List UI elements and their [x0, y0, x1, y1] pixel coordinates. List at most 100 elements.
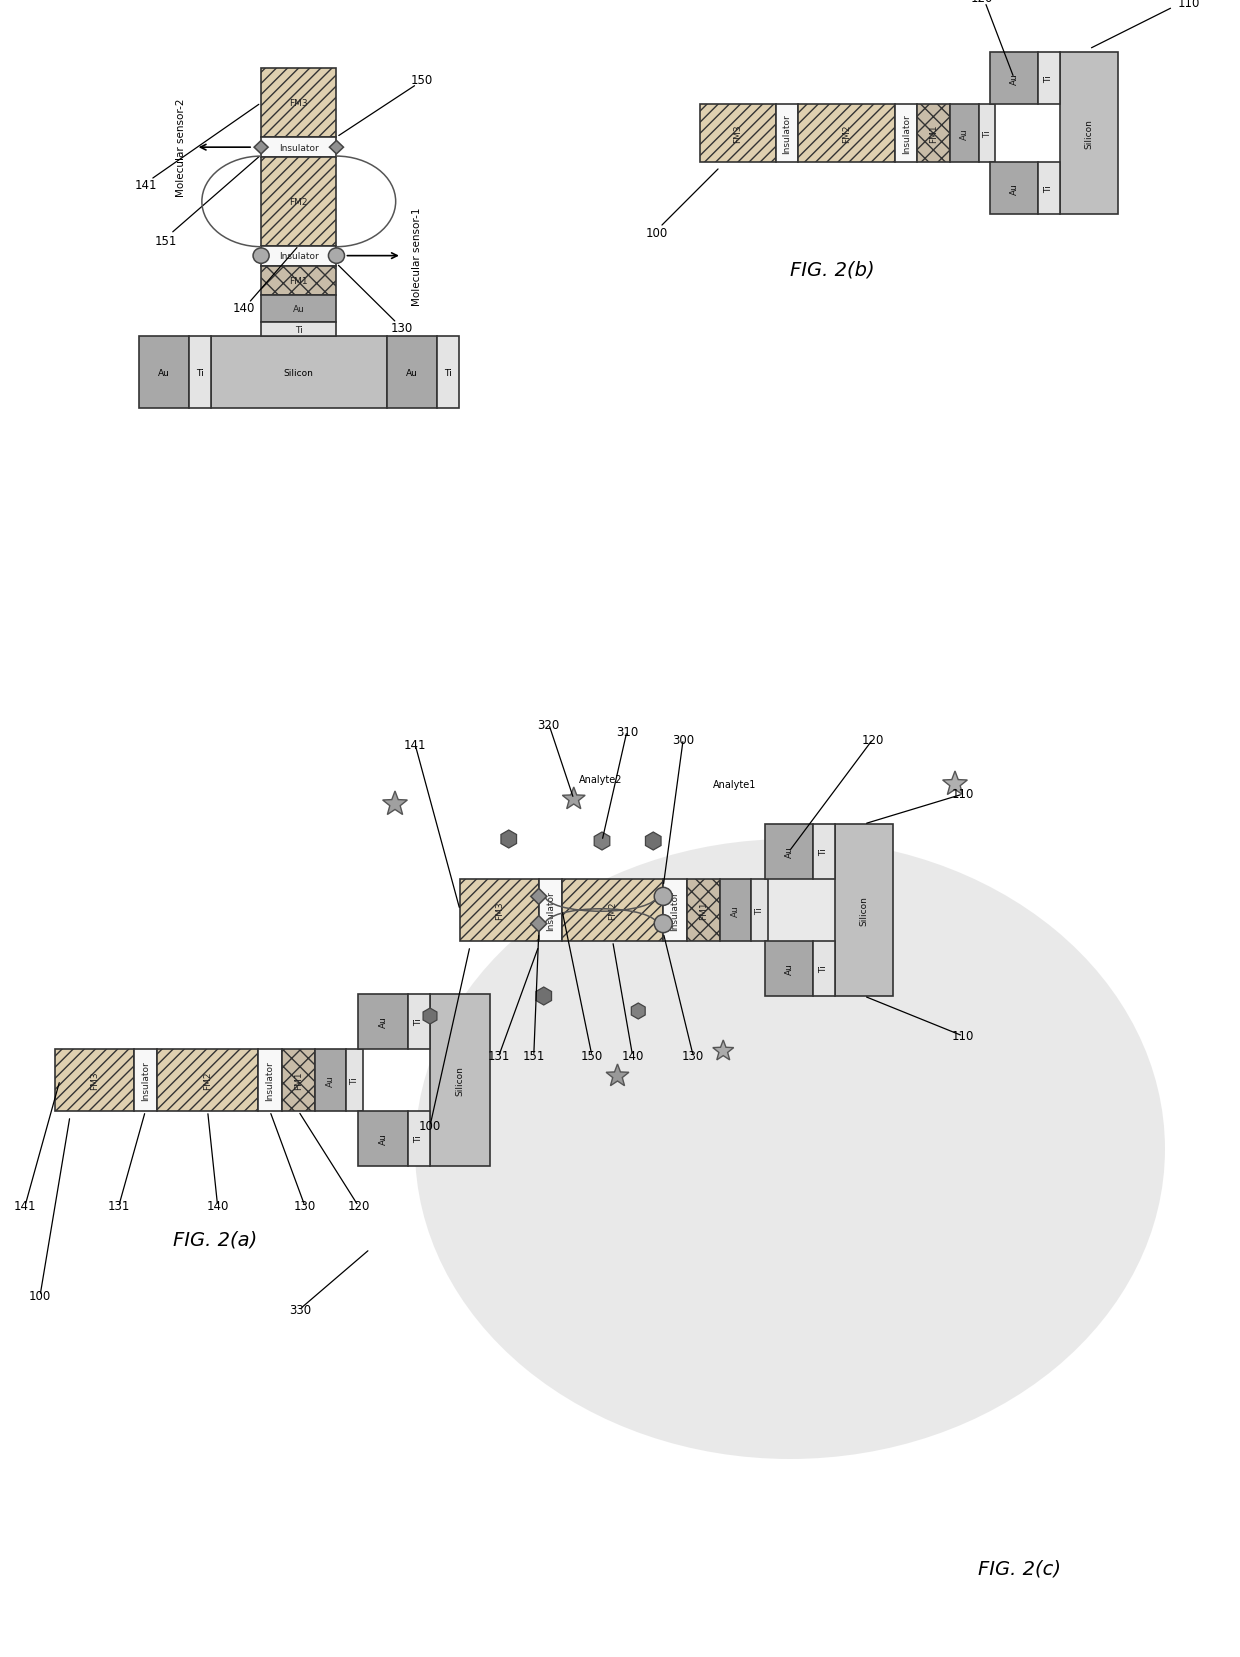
Text: Ti: Ti — [350, 1077, 358, 1084]
Text: Insulator: Insulator — [671, 890, 680, 930]
Bar — [55, 1049, 134, 1112]
Text: FM2: FM2 — [842, 124, 851, 143]
Text: Ti: Ti — [820, 964, 828, 973]
Polygon shape — [646, 832, 661, 850]
Bar — [408, 1112, 430, 1167]
Bar — [797, 104, 895, 162]
Polygon shape — [330, 141, 343, 154]
Bar — [813, 941, 835, 996]
Text: 140: 140 — [232, 302, 254, 315]
Text: FM2: FM2 — [608, 901, 618, 920]
Text: 141: 141 — [404, 737, 427, 751]
Bar — [950, 104, 980, 162]
Text: Au: Au — [326, 1074, 335, 1087]
Bar — [436, 336, 459, 409]
Text: 100: 100 — [419, 1120, 441, 1133]
Text: 110: 110 — [952, 1031, 975, 1042]
Circle shape — [655, 888, 672, 906]
Polygon shape — [501, 830, 517, 848]
Text: 100: 100 — [646, 227, 668, 239]
Text: Au: Au — [1009, 73, 1018, 85]
Text: Insulator: Insulator — [279, 252, 319, 260]
Text: 120: 120 — [862, 732, 884, 746]
Polygon shape — [594, 832, 610, 850]
Text: Au: Au — [378, 1133, 387, 1145]
Bar — [990, 53, 1038, 104]
Text: Ti: Ti — [820, 848, 828, 857]
Text: FM3: FM3 — [733, 124, 743, 143]
Text: FM1: FM1 — [929, 124, 939, 143]
Bar — [701, 104, 775, 162]
Bar — [262, 323, 336, 336]
Bar — [262, 247, 336, 267]
Text: Au: Au — [1009, 182, 1018, 196]
Text: 141: 141 — [14, 1200, 36, 1213]
Text: Au: Au — [157, 368, 170, 378]
Text: FM3: FM3 — [289, 99, 308, 108]
Text: Ti: Ti — [1044, 75, 1054, 83]
Text: Insulator: Insulator — [546, 890, 554, 930]
Polygon shape — [942, 772, 967, 795]
Bar — [663, 880, 687, 941]
Polygon shape — [531, 916, 547, 933]
Text: 320: 320 — [538, 717, 560, 731]
Text: 141: 141 — [134, 179, 156, 192]
Text: Au: Au — [378, 1016, 387, 1027]
Bar — [315, 1049, 346, 1112]
Text: FM1: FM1 — [699, 901, 708, 920]
Text: FIG. 2(a): FIG. 2(a) — [172, 1229, 257, 1248]
Text: Ti: Ti — [755, 906, 764, 915]
Bar — [281, 1049, 315, 1112]
Bar — [262, 297, 336, 323]
Bar — [387, 336, 436, 409]
Text: Au: Au — [405, 368, 418, 378]
Text: Au: Au — [293, 305, 305, 313]
Bar — [538, 880, 562, 941]
Text: Silicon: Silicon — [859, 895, 868, 925]
Bar — [835, 825, 893, 996]
Text: Silicon: Silicon — [1085, 119, 1094, 149]
Bar — [358, 1112, 408, 1167]
Bar — [1038, 162, 1060, 215]
Polygon shape — [631, 1004, 645, 1019]
Text: Analyte2: Analyte2 — [579, 774, 622, 784]
Bar — [139, 336, 188, 409]
Text: Ti: Ti — [444, 368, 451, 378]
Text: 151: 151 — [522, 1051, 544, 1062]
Text: Silicon: Silicon — [284, 368, 314, 378]
Text: Ti: Ti — [295, 325, 303, 335]
Text: FM3: FM3 — [89, 1070, 99, 1090]
Bar — [408, 994, 430, 1049]
Polygon shape — [383, 792, 408, 815]
Text: 140: 140 — [621, 1051, 644, 1062]
Bar — [258, 1049, 281, 1112]
Text: Insulator: Insulator — [279, 144, 319, 152]
Bar — [211, 336, 387, 409]
Bar — [1038, 53, 1060, 104]
Bar — [262, 70, 336, 138]
Ellipse shape — [415, 840, 1166, 1460]
Bar — [430, 994, 490, 1167]
Polygon shape — [531, 888, 547, 905]
Polygon shape — [254, 141, 268, 154]
Bar — [895, 104, 918, 162]
Bar — [262, 157, 336, 247]
Bar — [188, 336, 211, 409]
Text: FM1: FM1 — [294, 1070, 303, 1090]
Text: 110: 110 — [952, 789, 975, 800]
Bar — [990, 162, 1038, 215]
Text: FIG. 2(b): FIG. 2(b) — [790, 260, 874, 278]
Bar — [262, 267, 336, 297]
Bar — [918, 104, 950, 162]
Text: Molecular sensor-1: Molecular sensor-1 — [412, 207, 422, 305]
Text: 131: 131 — [108, 1200, 130, 1213]
Text: Analyte1: Analyte1 — [713, 779, 756, 789]
Text: 150: 150 — [410, 75, 433, 86]
Bar — [562, 880, 663, 941]
Polygon shape — [536, 988, 552, 1006]
Text: FIG. 2(c): FIG. 2(c) — [978, 1559, 1061, 1577]
Text: Au: Au — [785, 847, 794, 858]
Text: 140: 140 — [206, 1200, 229, 1213]
Text: Au: Au — [785, 963, 794, 974]
Text: 131: 131 — [487, 1051, 510, 1062]
